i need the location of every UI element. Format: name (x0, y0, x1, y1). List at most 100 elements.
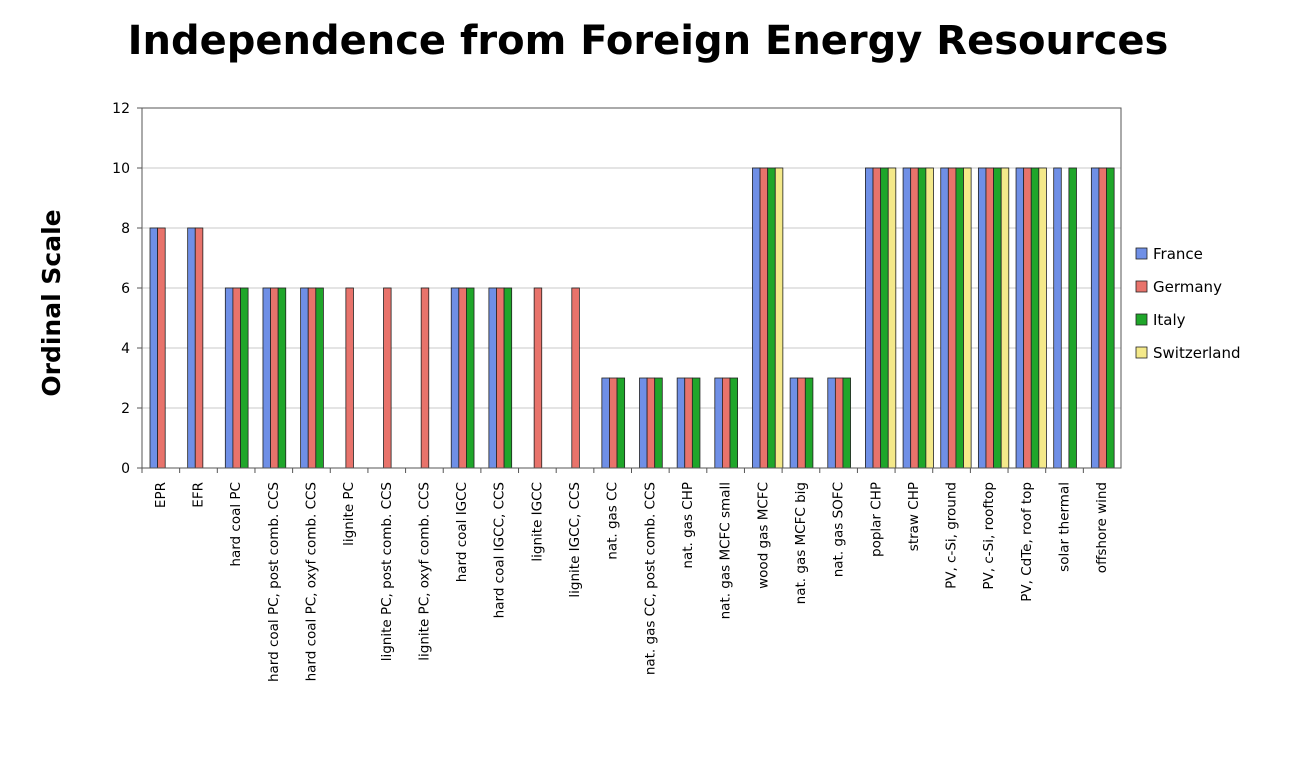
bar (917, 167, 927, 469)
bar (307, 287, 317, 469)
bar (496, 287, 505, 469)
y-axis-label: Ordinal Scale (37, 209, 66, 396)
bar (1038, 167, 1047, 469)
legend-swatch (1135, 346, 1148, 359)
y-tick-label: 0 (121, 461, 130, 477)
y-tick-label: 12 (112, 101, 130, 117)
bar (300, 287, 309, 469)
x-tick-label: PV, c-Si, rooftop (981, 482, 997, 590)
bar (880, 167, 889, 469)
bar (1098, 167, 1107, 469)
x-tick-label: straw CHP (906, 482, 922, 551)
bar (940, 167, 949, 469)
bar (993, 167, 1002, 469)
y-tick-label: 6 (121, 281, 130, 297)
bar (187, 227, 196, 469)
x-tick-label: hard coal PC, oxyf comb. CCS (303, 482, 319, 681)
bar (872, 167, 882, 469)
x-tick-label: hard coal IGCC (454, 482, 470, 582)
bar (639, 377, 648, 469)
x-tick-label: nat. gas CC, post comb. CCS (642, 482, 658, 675)
bar (1053, 167, 1062, 469)
bar (887, 167, 897, 469)
bar (466, 287, 475, 469)
bar (1023, 167, 1032, 469)
bar (1000, 167, 1010, 469)
legend: France Germany Italy Switzerland (1135, 245, 1241, 362)
bar (804, 377, 814, 469)
bar (315, 287, 324, 469)
bar (383, 287, 392, 469)
bar (676, 377, 686, 469)
bar (224, 287, 234, 469)
x-tick-label: lignite IGCC (529, 482, 545, 562)
legend-swatch (1135, 280, 1148, 293)
bar (1015, 167, 1025, 469)
x-tick-label: lignite PC, oxyf comb. CCS (416, 482, 432, 661)
bar (722, 377, 731, 469)
bar (947, 167, 957, 469)
x-tick-label: lignite PC, post comb. CCS (379, 482, 395, 661)
bar (752, 167, 761, 469)
bar (1090, 167, 1100, 469)
x-tick-label: lignite PC (341, 482, 357, 546)
bar (729, 377, 739, 469)
bar (1068, 167, 1077, 469)
x-tick-label: lignite IGCC, CCS (567, 482, 583, 598)
x-tick-label: PV, CdTe, roof top (1019, 482, 1035, 602)
bar (503, 287, 513, 469)
y-tick-label: 10 (112, 161, 130, 177)
x-tick-label: offshore wind (1094, 482, 1110, 573)
legend-swatch (1135, 313, 1148, 326)
bar (149, 227, 158, 469)
bar (842, 377, 851, 469)
legend-label: Switzerland (1153, 344, 1241, 362)
bar (827, 377, 836, 469)
bars (149, 167, 1115, 469)
y-tick-label: 8 (121, 221, 130, 237)
gridlines (142, 167, 1121, 409)
bar (902, 167, 912, 469)
bar (767, 167, 776, 469)
bar (714, 377, 723, 469)
bar (616, 377, 626, 469)
x-tick-label: PV, c-Si, ground (944, 482, 960, 589)
bar (925, 167, 934, 469)
x-tick-label: nat. gas CC (605, 482, 621, 560)
bar (270, 287, 279, 469)
bar (691, 377, 701, 469)
bar (232, 287, 241, 469)
bar (450, 287, 460, 469)
x-tick-label: solar thermal (1057, 482, 1073, 572)
x-tick-label: poplar CHP (868, 482, 884, 557)
bar (963, 167, 972, 469)
bar (277, 287, 287, 469)
legend-label: Germany (1153, 278, 1222, 296)
y-axis: 0 2 4 6 8 10 12 (112, 101, 142, 477)
x-tick-label: nat. gas MCFC big (793, 482, 809, 604)
bar (194, 227, 204, 469)
legend-swatch (1135, 247, 1148, 260)
bar (488, 287, 497, 469)
legend-label: France (1153, 245, 1203, 263)
bar (774, 167, 784, 469)
bar (684, 377, 693, 469)
x-tick-label: EPR (153, 482, 169, 508)
x-tick-label: hard coal PC, post comb. CCS (266, 482, 282, 682)
bar (609, 377, 618, 469)
bar (1030, 167, 1040, 469)
bar (571, 287, 580, 469)
x-tick-label: hard coal IGCC, CCS (492, 482, 508, 618)
y-tick-label: 2 (121, 401, 130, 417)
bar (985, 167, 994, 469)
bar (797, 377, 806, 469)
bar (601, 377, 610, 469)
x-tick-label: nat. gas MCFC small (718, 482, 734, 619)
x-tick-label: nat. gas CHP (680, 482, 696, 569)
x-axis: EPR EFR hard coal PC hard coal PC, post com… (141, 468, 1110, 682)
bar (1106, 167, 1115, 469)
x-tick-label: hard coal PC (228, 482, 244, 567)
bar (157, 227, 166, 469)
bar (533, 287, 543, 469)
